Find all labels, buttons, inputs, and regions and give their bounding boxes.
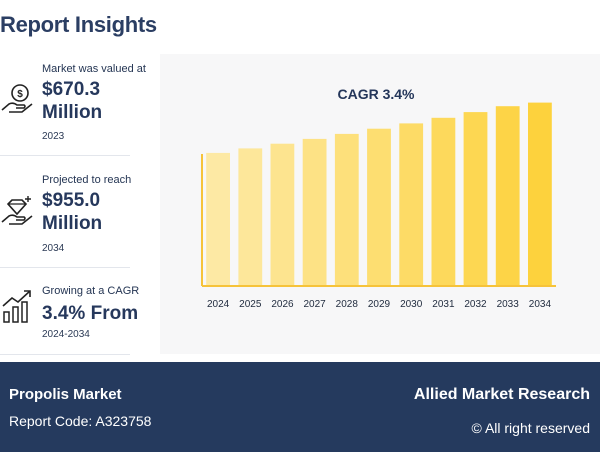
market-name: Propolis Market	[9, 386, 122, 403]
footer-bar: Propolis Market Report Code: A323758 All…	[0, 362, 600, 452]
x-tick-label: 2029	[368, 299, 391, 310]
stat-year: 2024-2034	[42, 329, 90, 340]
report-code: Report Code: A323758	[9, 413, 152, 429]
bar-2029	[367, 128, 391, 286]
stat-year: 2034	[42, 243, 65, 254]
divider	[0, 267, 130, 268]
cagr-bar-chart: CAGR 3.4% 2024 2025 2026 2027 2028 2029 2030 20…	[201, 86, 556, 310]
x-tick-label: 2032	[464, 299, 487, 310]
bar-2025	[238, 148, 263, 286]
bar-2030	[399, 123, 424, 287]
stat-projected-value: Projected to reach $955.0 Million 2034	[0, 170, 132, 270]
bar-2026	[270, 143, 295, 286]
bar-2024	[206, 152, 230, 286]
bar-2031	[431, 117, 456, 286]
stat-value: $670.3 Million	[42, 79, 103, 123]
x-tick-label: 2034	[529, 299, 552, 310]
x-tick-label: 2024	[207, 299, 230, 310]
stat-year: 2023	[42, 131, 65, 142]
page-title: Report Insights	[0, 12, 157, 37]
stat-value: $955.0 Million	[42, 190, 103, 234]
x-tick-label: 2033	[497, 299, 520, 310]
stat-value: 3.4% From	[42, 303, 139, 324]
divider	[0, 354, 130, 355]
x-tick-label: 2031	[432, 299, 455, 310]
divider	[0, 155, 130, 156]
stat-label: Projected to reach	[42, 174, 132, 186]
x-tick-label: 2025	[239, 299, 262, 310]
stat-label: Market was valued at	[42, 63, 146, 75]
x-tick-label: 2027	[303, 299, 326, 310]
x-tick-label: 2026	[271, 299, 294, 310]
chart-title: CAGR 3.4%	[337, 86, 415, 102]
chart-panel: CAGR 3.4% 2024 2025 2026 2027 2028 2029 2030 20…	[160, 54, 600, 354]
growth-chart-icon	[2, 290, 31, 323]
money-hand-icon: $	[1, 84, 33, 113]
bar-2034	[528, 102, 552, 286]
bar-2027	[302, 138, 327, 286]
stat-label: Growing at a CAGR	[42, 285, 140, 297]
copyright-text: © All right reserved	[471, 420, 590, 436]
stat-cagr: Growing at a CAGR 3.4% From 2024-2034	[0, 282, 139, 358]
svg-text:$: $	[17, 89, 23, 100]
brand-name: Allied Market Research	[413, 386, 590, 403]
bar-2032	[463, 112, 488, 286]
bar-2028	[334, 133, 359, 286]
x-tick-label: 2030	[400, 299, 423, 310]
x-tick-label: 2028	[336, 299, 359, 310]
stat-market-value: $ Market was valued at $670.3 Million 20…	[0, 58, 146, 158]
bar-2033	[495, 106, 520, 286]
diamond-hand-icon	[1, 196, 33, 225]
